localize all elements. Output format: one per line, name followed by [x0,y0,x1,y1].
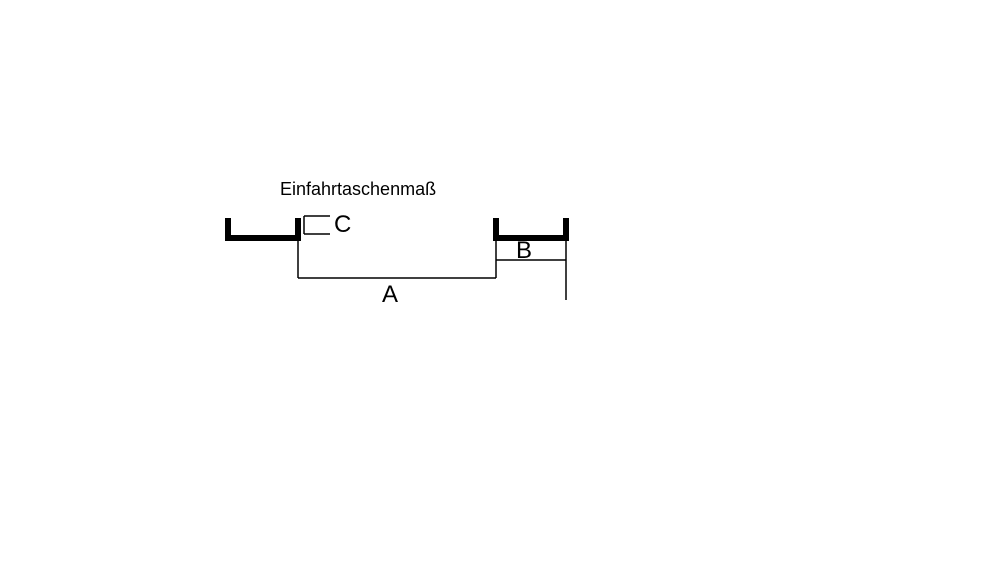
right-pocket-profile [493,218,569,238]
label-b: B [516,237,532,264]
label-c: C [334,211,351,238]
left-pocket-profile [225,218,301,238]
dimension-c [304,216,330,234]
dimension-diagram: Einfahrtaschenmaß A B C [0,0,1000,583]
dimension-a [298,238,496,278]
label-a: A [382,281,398,308]
diagram-title: Einfahrtaschenmaß [280,179,436,199]
